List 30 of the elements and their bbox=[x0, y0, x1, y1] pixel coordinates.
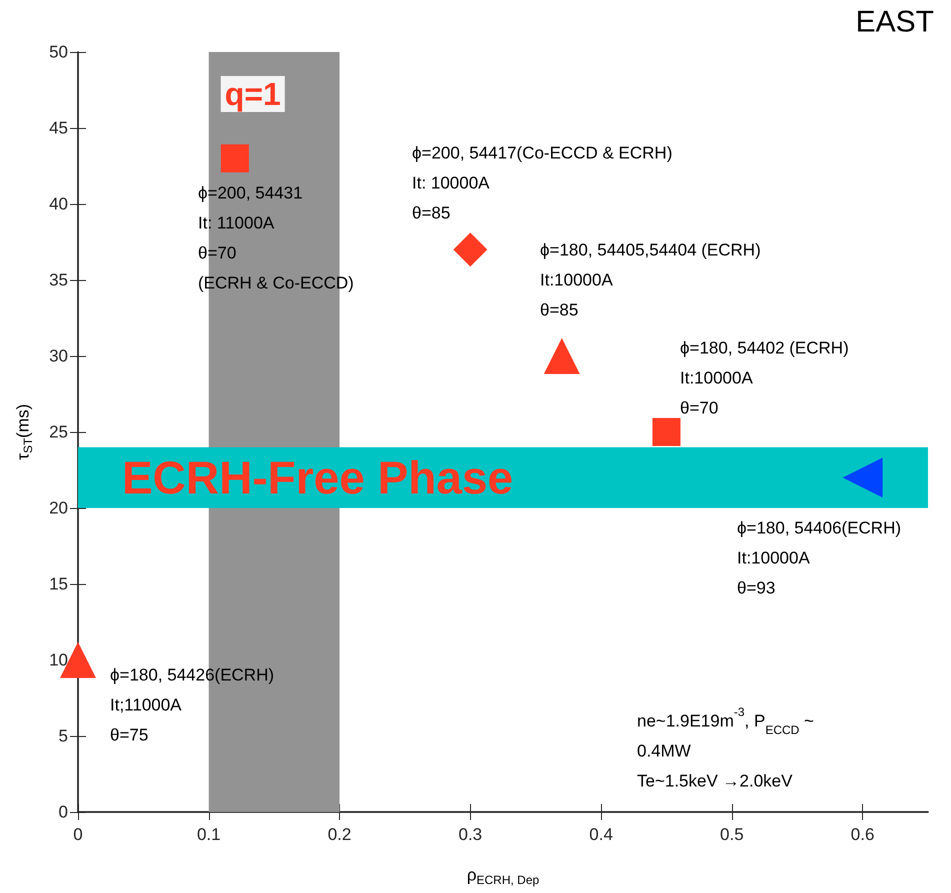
point bbox=[453, 232, 488, 267]
y-tick-label: 20 bbox=[49, 498, 68, 518]
y-tick-label: 15 bbox=[49, 574, 68, 594]
x-tick-label: 0.1 bbox=[196, 825, 221, 844]
chart-title: EAST bbox=[856, 6, 934, 38]
point bbox=[220, 144, 249, 172]
x-tick-label: 0.6 bbox=[850, 825, 874, 844]
y-tick-label: 0 bbox=[58, 802, 68, 822]
annotation: ϕ=180, 54402 (ECRH) It:10000A θ=70 bbox=[680, 338, 849, 418]
y-tick-label: 5 bbox=[58, 726, 68, 746]
y-tick-label: 10 bbox=[49, 650, 68, 670]
x-tick-label: 0.2 bbox=[328, 825, 352, 844]
x-tick-label: 0.5 bbox=[720, 825, 744, 844]
band-label: ECRH-Free Phase bbox=[122, 452, 514, 504]
band-label: q=1 bbox=[224, 76, 281, 112]
annotation: ϕ=180, 54405,54404 (ECRH) It:10000A θ=85 bbox=[540, 240, 761, 320]
y-tick-label: 40 bbox=[49, 194, 68, 214]
x-tick-label: 0.3 bbox=[458, 825, 482, 844]
point bbox=[544, 338, 580, 374]
y-axis-title: τST(ms) bbox=[14, 404, 35, 460]
y-tick-label: 50 bbox=[49, 42, 68, 62]
y-tick-label: 30 bbox=[49, 346, 68, 366]
y-tick-label: 25 bbox=[49, 422, 68, 442]
point bbox=[652, 418, 680, 446]
y-tick-label: 35 bbox=[49, 270, 68, 290]
x-tick-label: 0 bbox=[73, 825, 83, 844]
point bbox=[842, 458, 883, 498]
y-tick-label: 45 bbox=[49, 118, 68, 138]
annotation: ϕ=180, 54406(ECRH) It:10000A θ=93 bbox=[737, 518, 902, 598]
x-tick-label: 0.4 bbox=[589, 825, 613, 844]
